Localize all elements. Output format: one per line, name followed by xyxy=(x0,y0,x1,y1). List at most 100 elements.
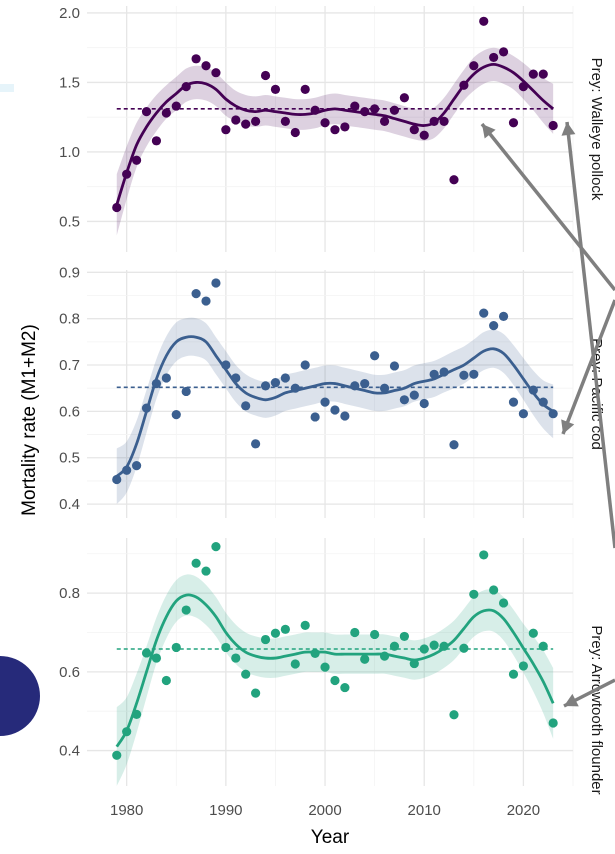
data-point xyxy=(379,383,390,393)
data-point xyxy=(469,589,479,599)
data-point xyxy=(112,202,122,213)
x-tick-label: 2010 xyxy=(408,802,441,819)
y-tick-label: 0.9 xyxy=(59,264,80,281)
data-point xyxy=(131,155,142,165)
data-point xyxy=(300,360,310,370)
facet-strip: Prey: Walleye pollock xyxy=(575,6,615,252)
data-point xyxy=(429,640,439,650)
data-point xyxy=(151,136,162,146)
data-point xyxy=(231,653,241,663)
data-point xyxy=(528,385,538,395)
y-tick-label: 0.8 xyxy=(59,311,80,328)
y-axis-title: Mortality rate (M1+M2) xyxy=(19,324,40,516)
data-point xyxy=(122,727,132,737)
data-point xyxy=(191,54,201,64)
data-point xyxy=(498,598,509,608)
data-point xyxy=(469,61,479,71)
data-point xyxy=(211,68,221,78)
data-point xyxy=(548,120,558,131)
data-point xyxy=(151,653,162,663)
data-point xyxy=(320,397,330,407)
facet-strip-background xyxy=(575,6,615,252)
data-point xyxy=(181,82,191,92)
data-point xyxy=(161,108,171,118)
data-point xyxy=(251,439,261,449)
x-axis-title: Year xyxy=(311,827,350,848)
data-point xyxy=(310,648,320,658)
annotation-arrowhead xyxy=(482,124,496,139)
data-point xyxy=(171,642,181,653)
data-point xyxy=(280,373,290,383)
data-point xyxy=(211,542,221,552)
data-point xyxy=(548,409,558,419)
data-point xyxy=(459,643,469,653)
x-tick-label: 1990 xyxy=(209,802,242,819)
data-point xyxy=(131,709,142,719)
data-point xyxy=(330,405,340,415)
grid xyxy=(87,538,574,786)
facet-strip: Prey: Arrowtooth flounder xyxy=(575,538,615,795)
data-point xyxy=(379,116,390,126)
data-point xyxy=(479,16,489,26)
data-point xyxy=(260,381,271,391)
data-point xyxy=(419,644,429,654)
data-point xyxy=(548,718,558,728)
data-point xyxy=(161,373,171,383)
data-point xyxy=(350,381,360,391)
data-point xyxy=(141,107,152,117)
facet-strip-label: Prey: Walleye pollock xyxy=(588,58,605,201)
data-point xyxy=(211,278,221,288)
data-point xyxy=(498,47,509,57)
x-tick-label: 2000 xyxy=(308,802,341,819)
annotation-arrow xyxy=(561,299,615,435)
data-point xyxy=(201,566,211,576)
data-point xyxy=(141,403,152,413)
data-point xyxy=(340,411,350,421)
x-tick-label: 2020 xyxy=(507,802,540,819)
annotation-arrows xyxy=(480,121,615,708)
data-point xyxy=(231,373,241,383)
data-point xyxy=(270,84,281,94)
data-point xyxy=(360,107,370,117)
y-tick-label: 0.7 xyxy=(59,357,80,374)
data-point xyxy=(251,116,261,126)
trend-line xyxy=(115,335,554,478)
data-point xyxy=(489,585,499,595)
data-point xyxy=(429,369,439,379)
data-point xyxy=(320,662,330,672)
data-point xyxy=(518,409,529,419)
data-point xyxy=(360,654,370,664)
data-point xyxy=(181,386,191,397)
data-point xyxy=(201,296,211,306)
x-tick-label: 1980 xyxy=(110,802,143,819)
data-point xyxy=(221,360,231,370)
data-point xyxy=(122,465,132,475)
y-tick-label: 0.5 xyxy=(59,213,80,230)
data-point xyxy=(290,659,300,669)
y-tick-label: 0.4 xyxy=(59,496,80,513)
grid xyxy=(87,270,574,518)
data-point xyxy=(429,116,439,126)
y-tick-label: 0.5 xyxy=(59,450,80,467)
data-point xyxy=(360,378,370,389)
data-point xyxy=(241,669,251,679)
data-point xyxy=(389,361,400,371)
data-point xyxy=(191,289,201,299)
panel-3: 0.4 0.6 0.8 Prey: Arrowtooth flounder xyxy=(59,538,615,795)
data-point xyxy=(469,369,479,379)
data-point xyxy=(241,119,251,129)
data-point xyxy=(528,628,538,638)
data-point xyxy=(399,631,409,642)
data-point xyxy=(518,82,529,92)
data-point xyxy=(290,127,300,138)
facet-strip-background xyxy=(575,538,615,786)
y-tick-label: 0.6 xyxy=(59,403,80,420)
data-point xyxy=(161,675,171,686)
data-point xyxy=(370,104,380,114)
y-tick-label: 0.8 xyxy=(59,585,80,602)
data-point xyxy=(122,169,132,179)
data-point xyxy=(489,52,499,63)
data-point xyxy=(151,378,162,389)
annotation-arrowhead xyxy=(561,419,575,434)
